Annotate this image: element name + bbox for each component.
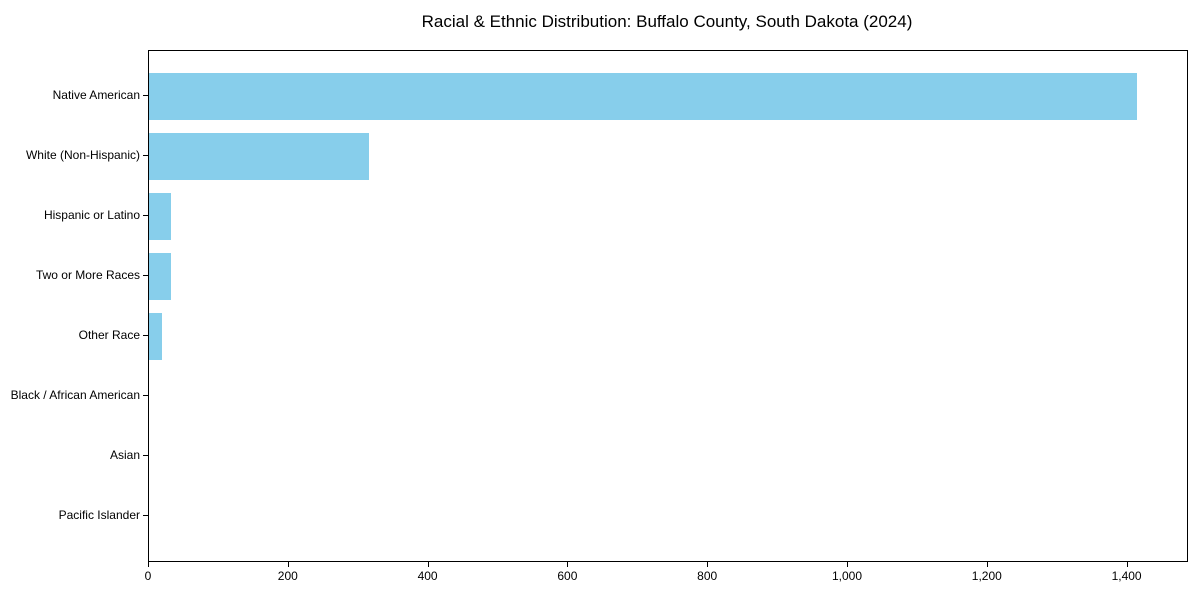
x-tick-label: 1,000 [831, 569, 862, 583]
x-tick [987, 562, 988, 567]
y-tick [143, 155, 148, 156]
y-tick [143, 215, 148, 216]
plot-area [148, 50, 1188, 562]
y-tick [143, 395, 148, 396]
category-label: Native American [52, 88, 140, 102]
category-label: Asian [109, 448, 140, 462]
x-tick [707, 562, 708, 567]
bar-row [149, 246, 1187, 306]
chart-title: Racial & Ethnic Distribution: Buffalo Co… [421, 12, 913, 31]
bar-row [149, 186, 1187, 246]
x-tick [847, 562, 848, 567]
x-tick [148, 562, 149, 567]
bars-container [149, 66, 1187, 546]
bar [149, 192, 172, 240]
x-tick [567, 562, 568, 567]
category-label: Hispanic or Latino [43, 208, 140, 222]
y-tick [143, 275, 148, 276]
bar-row [149, 366, 1187, 426]
bar-row [149, 306, 1187, 366]
x-tick-label: 1,400 [1111, 569, 1142, 583]
x-tick-label: 600 [557, 569, 578, 583]
category-label: Two or More Races [35, 268, 140, 282]
bar-row [149, 126, 1187, 186]
x-tick [428, 562, 429, 567]
x-tick-label: 800 [697, 569, 718, 583]
bar-row [149, 426, 1187, 486]
y-tick [143, 335, 148, 336]
x-tick [288, 562, 289, 567]
category-label: White (Non-Hispanic) [25, 148, 140, 162]
x-tick-label: 1,200 [971, 569, 1002, 583]
bar [149, 252, 171, 300]
bar [149, 312, 162, 360]
x-tick-label: 400 [417, 569, 438, 583]
category-label: Other Race [78, 328, 140, 342]
y-tick [143, 455, 148, 456]
y-tick [143, 95, 148, 96]
category-label: Black / African American [10, 388, 140, 402]
bar-row [149, 66, 1187, 126]
x-tick-label: 200 [277, 569, 298, 583]
x-tick-label: 0 [144, 569, 152, 583]
bar-row [149, 486, 1187, 546]
bar [149, 132, 370, 180]
category-label: Pacific Islander [58, 508, 140, 522]
bar [149, 72, 1138, 120]
x-tick [1127, 562, 1128, 567]
y-tick [143, 515, 148, 516]
